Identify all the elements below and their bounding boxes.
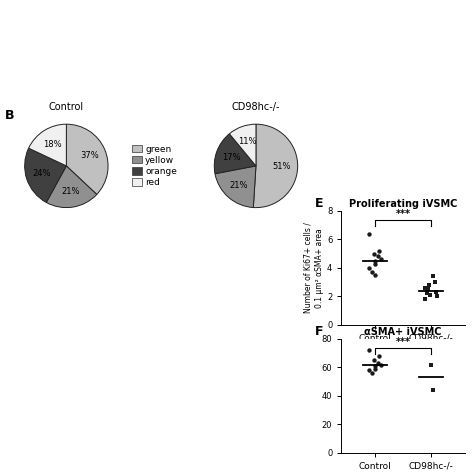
Point — [426, 281, 433, 289]
Y-axis label: Number of Ki67+ cells /
0.1 μm² αSMA+ area: Number of Ki67+ cells / 0.1 μm² αSMA+ ar… — [304, 222, 324, 313]
Point — [372, 257, 379, 264]
Point — [429, 386, 437, 394]
Point — [372, 362, 379, 370]
Point — [375, 247, 383, 255]
Point — [365, 366, 373, 374]
Wedge shape — [253, 124, 298, 208]
Wedge shape — [215, 166, 256, 208]
Title: CD98hc-/-: CD98hc-/- — [232, 101, 280, 111]
Point — [371, 260, 379, 267]
Text: ***: *** — [395, 209, 410, 219]
Point — [377, 361, 385, 368]
Text: B: B — [5, 109, 14, 122]
Point — [433, 292, 440, 300]
Point — [374, 359, 382, 367]
Wedge shape — [229, 124, 256, 166]
Point — [431, 278, 439, 286]
Point — [433, 288, 440, 296]
Point — [423, 290, 431, 297]
Point — [375, 352, 383, 360]
Text: E: E — [315, 197, 324, 210]
Text: 11%: 11% — [238, 137, 256, 146]
Point — [370, 250, 378, 257]
Point — [424, 285, 432, 293]
Text: ***: *** — [395, 337, 410, 347]
Point — [370, 356, 378, 364]
Text: 21%: 21% — [229, 181, 248, 190]
Legend: green, yellow, orange, red: green, yellow, orange, red — [133, 145, 177, 187]
Point — [365, 346, 373, 354]
Title: αSMA+ iVSMC: αSMA+ iVSMC — [364, 327, 442, 337]
Wedge shape — [214, 134, 256, 173]
Point — [371, 365, 379, 373]
Title: Control: Control — [49, 101, 84, 111]
Title: Proliferating iVSMC: Proliferating iVSMC — [349, 199, 457, 209]
Wedge shape — [28, 124, 66, 166]
Point — [421, 295, 428, 303]
Text: 21%: 21% — [61, 187, 80, 196]
Point — [368, 369, 375, 377]
Point — [365, 230, 373, 237]
Text: 17%: 17% — [222, 153, 241, 162]
Wedge shape — [66, 124, 108, 194]
Text: F: F — [315, 325, 324, 337]
Wedge shape — [25, 148, 66, 202]
Point — [427, 291, 434, 299]
Point — [427, 361, 435, 368]
Point — [429, 273, 437, 280]
Point — [371, 271, 379, 279]
Point — [421, 284, 429, 292]
Text: 24%: 24% — [33, 169, 51, 178]
Wedge shape — [46, 166, 97, 208]
Text: 18%: 18% — [43, 139, 62, 148]
Point — [377, 255, 385, 263]
Text: 37%: 37% — [81, 151, 100, 160]
Text: 51%: 51% — [273, 162, 291, 171]
Point — [368, 268, 375, 276]
Point — [374, 253, 382, 260]
Point — [365, 264, 373, 272]
